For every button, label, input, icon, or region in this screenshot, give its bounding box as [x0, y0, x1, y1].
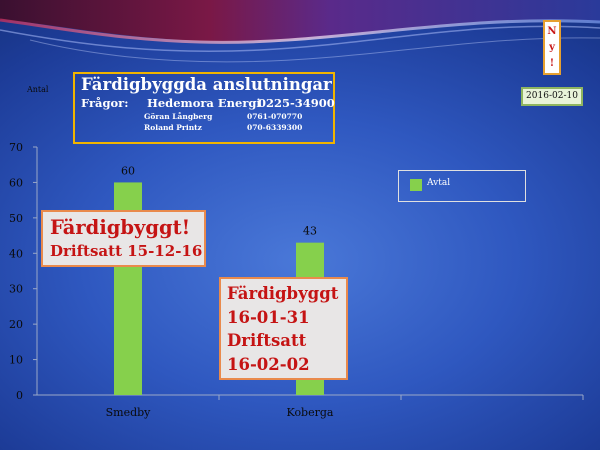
y-tick-label: 50	[9, 212, 23, 225]
y-tick-label: 10	[9, 354, 23, 367]
contact-name: Göran Långberg	[144, 112, 213, 121]
contact-name: Roland Printz	[144, 123, 202, 132]
date-box: 2016-02-10	[521, 87, 583, 106]
callout-koberga-line: 16-02-02	[227, 354, 310, 374]
y-tick-label: 60	[9, 176, 23, 189]
callout-smedby: Färdigbyggt! Driftsatt 15-12-16	[41, 210, 206, 267]
bar-data-label: 60	[121, 164, 135, 177]
legend-label: Avtal	[427, 178, 451, 188]
new-badge-char: !	[549, 58, 555, 69]
header-wave-decoration	[0, 0, 600, 63]
callout-smedby-line: Driftsatt 15-12-16	[50, 242, 203, 260]
callout-koberga-line: Färdigbyggt	[227, 284, 339, 303]
y-tick-label: 70	[9, 141, 23, 154]
new-badge: N y !	[543, 20, 561, 75]
company-phone: 0225-34900	[258, 96, 335, 110]
bar-data-label: 43	[303, 225, 317, 238]
contact-row: Roland Printz 070-6339300	[81, 122, 327, 133]
new-badge-char: y	[549, 42, 555, 53]
y-axis-label: Antal	[27, 85, 49, 94]
x-tick-label: Smedby	[106, 406, 152, 419]
legend-swatch	[410, 179, 422, 191]
y-tick-label: 30	[9, 283, 23, 296]
title-box: Färdigbyggda anslutningar Frågor: Hedemor…	[73, 72, 335, 144]
contact-phone: 0761-070770	[247, 112, 303, 121]
y-tick-label: 40	[9, 247, 23, 260]
questions-label: Frågor:	[81, 96, 129, 110]
questions-row: Frågor: Hedemora Energi0225-34900	[81, 95, 335, 111]
callout-koberga-line: Driftsatt	[227, 331, 307, 350]
callout-koberga-line: 16-01-31	[227, 307, 310, 327]
contact-row: Göran Långberg 0761-070770	[81, 111, 327, 122]
legend: Avtal	[398, 170, 526, 202]
x-tick-label: Koberga	[287, 406, 334, 419]
chart-title: Färdigbyggda anslutningar	[81, 75, 332, 94]
company-name: Hedemora Energi	[147, 96, 261, 110]
y-tick-label: 20	[9, 318, 23, 331]
new-badge-char: N	[547, 26, 557, 37]
callout-smedby-line: Färdigbyggt!	[50, 216, 191, 239]
y-tick-label: 0	[16, 389, 23, 402]
date-text: 2016-02-10	[526, 91, 578, 101]
callout-koberga: Färdigbyggt 16-01-31 Driftsatt 16-02-02	[219, 277, 348, 380]
contact-phone: 070-6339300	[247, 123, 303, 132]
